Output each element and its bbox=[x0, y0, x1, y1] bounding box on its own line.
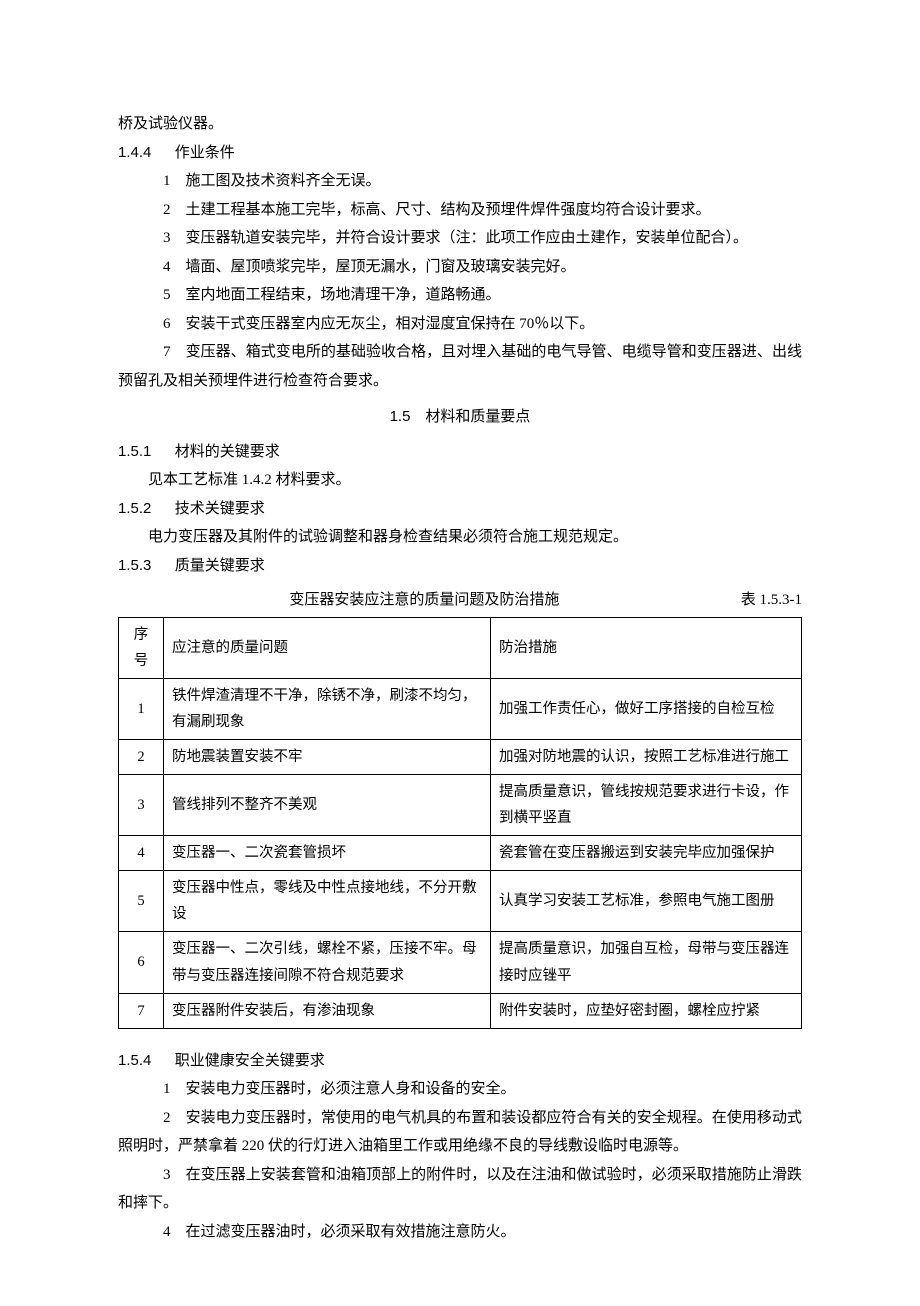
cell-issue: 管线排列不整齐不美观 bbox=[164, 774, 491, 835]
list-item: 2 土建工程基本施工完毕，标高、尺寸、结构及预埋件焊件强度均符合设计要求。 bbox=[118, 196, 802, 225]
table-row: 1 铁件焊渣清理不干净，除锈不净，刷漆不均匀，有漏刷现象 加强工作责任心，做好工… bbox=[119, 678, 802, 739]
cell-index: 1 bbox=[119, 678, 164, 739]
heading-1-5-4: 1.5.4 职业健康安全关键要求 bbox=[118, 1047, 802, 1076]
cell-index: 2 bbox=[119, 739, 164, 774]
cell-measure: 瓷套管在变压器搬运到安装完毕应加强保护 bbox=[491, 836, 802, 871]
list-item: 4 在过滤变压器油时，必须采取有效措施注意防火。 bbox=[118, 1218, 802, 1247]
list-item: 1 安装电力变压器时，必须注意人身和设备的安全。 bbox=[118, 1075, 802, 1104]
heading-num: 1.5.1 bbox=[118, 443, 151, 460]
cell-measure: 认真学习安装工艺标准，参照电气施工图册 bbox=[491, 871, 802, 932]
heading-num: 1.4.4 bbox=[118, 144, 151, 161]
table-row: 2 防地震装置安装不牢 加强对防地震的认识，按照工艺标准进行施工 bbox=[119, 739, 802, 774]
cell-issue: 变压器附件安装后，有渗油现象 bbox=[164, 993, 491, 1028]
cell-measure: 提高质量意识，管线按规范要求进行卡设，作到横平竖直 bbox=[491, 774, 802, 835]
table-header-row: 序号 应注意的质量问题 防治措施 bbox=[119, 617, 802, 678]
cell-measure: 加强对防地震的认识，按照工艺标准进行施工 bbox=[491, 739, 802, 774]
heading-title: 材料的关键要求 bbox=[175, 443, 280, 460]
list-item: 1 施工图及技术资料齐全无误。 bbox=[118, 167, 802, 196]
continuation-fragment: 桥及试验仪器。 bbox=[118, 110, 802, 139]
heading-1-4-4: 1.4.4 作业条件 bbox=[118, 139, 802, 168]
cell-measure: 加强工作责任心，做好工序搭接的自检互检 bbox=[491, 678, 802, 739]
cell-issue: 防地震装置安装不牢 bbox=[164, 739, 491, 774]
list-item: 3 变压器轨道安装完毕，并符合设计要求（注：此项工作应由土建作，安装单位配合）。 bbox=[118, 224, 802, 253]
table-caption-number: 表 1.5.3-1 bbox=[741, 586, 802, 615]
heading-1-5-1: 1.5.1 材料的关键要求 bbox=[118, 438, 802, 467]
heading-title: 职业健康安全关键要求 bbox=[175, 1052, 325, 1069]
cell-index: 7 bbox=[119, 993, 164, 1028]
cell-issue: 变压器中性点，零线及中性点接地线，不分开敷设 bbox=[164, 871, 491, 932]
col-header-measure: 防治措施 bbox=[491, 617, 802, 678]
list-item: 2 安装电力变压器时，常使用的电气机具的布置和装设都应符合有关的安全规程。在使用… bbox=[118, 1104, 802, 1161]
table-row: 7 变压器附件安装后，有渗油现象 附件安装时，应垫好密封圈，螺栓应拧紧 bbox=[119, 993, 802, 1028]
col-header-issue: 应注意的质量问题 bbox=[164, 617, 491, 678]
heading-num: 1.5.3 bbox=[118, 557, 151, 574]
cell-measure: 提高质量意识，加强自互检，母带与变压器连接时应锉平 bbox=[491, 932, 802, 993]
cell-index: 3 bbox=[119, 774, 164, 835]
table-caption: 变压器安装应注意的质量问题及防治措施 表 1.5.3-1 bbox=[118, 586, 802, 615]
table-row: 3 管线排列不整齐不美观 提高质量意识，管线按规范要求进行卡设，作到横平竖直 bbox=[119, 774, 802, 835]
cell-index: 4 bbox=[119, 836, 164, 871]
heading-num: 1.5.4 bbox=[118, 1052, 151, 1069]
heading-title: 质量关键要求 bbox=[175, 557, 265, 574]
cell-issue: 变压器一、二次瓷套管损坏 bbox=[164, 836, 491, 871]
table-row: 5 变压器中性点，零线及中性点接地线，不分开敷设 认真学习安装工艺标准，参照电气… bbox=[119, 871, 802, 932]
body-text: 电力变压器及其附件的试验调整和器身检查结果必须符合施工规范规定。 bbox=[118, 523, 802, 552]
heading-title: 作业条件 bbox=[175, 144, 235, 161]
heading-1-5-3: 1.5.3 质量关键要求 bbox=[118, 552, 802, 581]
table-row: 6 变压器一、二次引线，螺栓不紧，压接不牢。母带与变压器连接间隙不符合规范要求 … bbox=[119, 932, 802, 993]
cell-measure: 附件安装时，应垫好密封圈，螺栓应拧紧 bbox=[491, 993, 802, 1028]
table-caption-title: 变压器安装应注意的质量问题及防治措施 bbox=[118, 586, 731, 615]
quality-issues-table: 序号 应注意的质量问题 防治措施 1 铁件焊渣清理不干净，除锈不净，刷漆不均匀，… bbox=[118, 617, 802, 1029]
body-text: 见本工艺标准 1.4.2 材料要求。 bbox=[118, 466, 802, 495]
list-item: 7 变压器、箱式变电所的基础验收合格，且对埋入基础的电气导管、电缆导管和变压器进… bbox=[118, 338, 802, 395]
table-row: 4 变压器一、二次瓷套管损坏 瓷套管在变压器搬运到安装完毕应加强保护 bbox=[119, 836, 802, 871]
list-item: 6 安装干式变压器室内应无灰尘，相对湿度宜保持在 70％以下。 bbox=[118, 310, 802, 339]
document-page: 桥及试验仪器。 1.4.4 作业条件 1 施工图及技术资料齐全无误。 2 土建工… bbox=[0, 0, 920, 1306]
list-item: 4 墙面、屋顶喷浆完毕，屋顶无漏水，门窗及玻璃安装完好。 bbox=[118, 253, 802, 282]
cell-index: 6 bbox=[119, 932, 164, 993]
heading-1-5-2: 1.5.2 技术关键要求 bbox=[118, 495, 802, 524]
list-item: 5 室内地面工程结束，场地清理干净，道路畅通。 bbox=[118, 281, 802, 310]
heading-num: 1.5.2 bbox=[118, 500, 151, 517]
heading-title: 技术关键要求 bbox=[175, 500, 265, 517]
cell-issue: 铁件焊渣清理不干净，除锈不净，刷漆不均匀，有漏刷现象 bbox=[164, 678, 491, 739]
list-item: 3 在变压器上安装套管和油箱顶部上的附件时，以及在注油和做试验时，必须采取措施防… bbox=[118, 1161, 802, 1218]
cell-issue: 变压器一、二次引线，螺栓不紧，压接不牢。母带与变压器连接间隙不符合规范要求 bbox=[164, 932, 491, 993]
col-header-index: 序号 bbox=[119, 617, 164, 678]
section-title-1-5: 1.5 材料和质量要点 bbox=[118, 403, 802, 432]
spacer bbox=[118, 1029, 802, 1047]
cell-index: 5 bbox=[119, 871, 164, 932]
